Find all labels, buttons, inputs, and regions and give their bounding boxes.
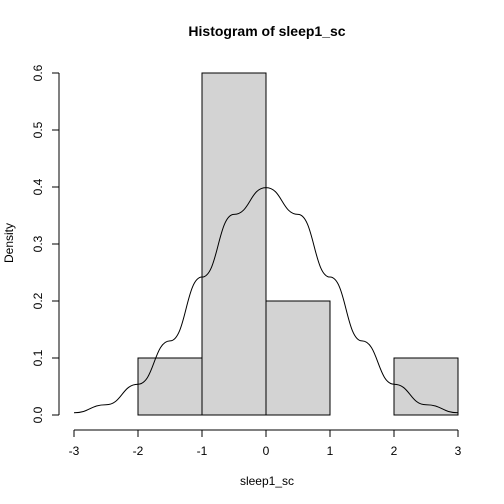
- y-axis-label: Density: [2, 223, 16, 263]
- x-tick-label: -1: [197, 444, 208, 458]
- histogram-bar-2: [265, 300, 331, 416]
- y-tick-label: 0.6: [31, 64, 45, 81]
- histogram-bars: [137, 72, 459, 416]
- x-tick-label: 2: [391, 444, 398, 458]
- y-tick-label: 0.3: [31, 235, 45, 252]
- x-tick-label: 3: [455, 444, 462, 458]
- y-tick-label: 0.2: [31, 292, 45, 309]
- chart-title: Histogram of sleep1_sc: [188, 23, 345, 39]
- y-tick-label: 0.4: [31, 178, 45, 195]
- histogram-bar-0: [137, 357, 203, 416]
- density-curve: [73, 187, 459, 414]
- x-axis: -3 -2 -1 0 1 2 3: [69, 429, 462, 458]
- x-tick-label: -2: [133, 444, 144, 458]
- y-axis: 0.0 0.1 0.2 0.3 0.4 0.5 0.6: [31, 64, 60, 423]
- x-axis-label: sleep1_sc: [240, 474, 294, 488]
- histogram-bar-1: [201, 72, 267, 416]
- y-tick-label: 0.1: [31, 349, 45, 366]
- x-tick-label: 0: [263, 444, 270, 458]
- y-tick-label: 0.0: [31, 406, 45, 423]
- x-tick-label: 1: [327, 444, 334, 458]
- y-tick-label: 0.5: [31, 121, 45, 138]
- histogram-bar-4: [393, 357, 459, 416]
- x-tick-label: -3: [69, 444, 80, 458]
